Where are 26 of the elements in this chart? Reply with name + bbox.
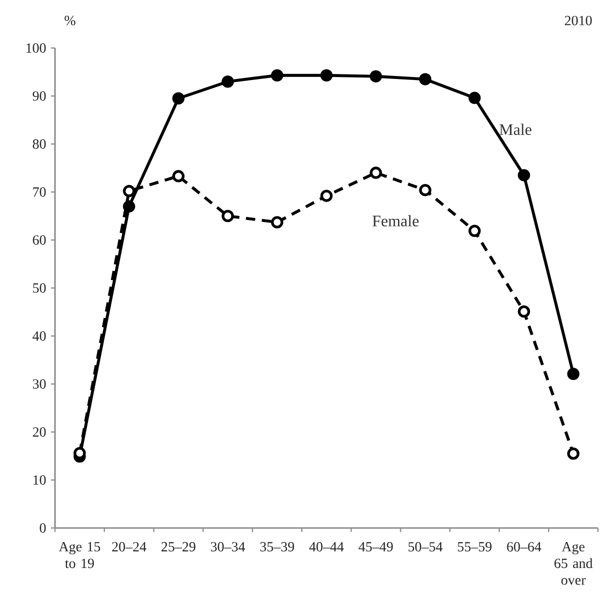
x-tick-label: 35–39 (260, 542, 294, 552)
x-tick-label: 30–34 (210, 542, 246, 552)
y-tick-label: 80 (32, 139, 46, 149)
y-tick-label: 50 (33, 283, 46, 293)
x-tick-label: 40–44 (309, 542, 344, 552)
x-tick-label: 25–29 (162, 542, 196, 552)
y-tick-label: 60 (32, 235, 46, 245)
series-label: Male (500, 124, 532, 135)
y-tick-label: 30 (32, 379, 46, 389)
text: 2010 (564, 16, 592, 26)
y-tick-label: 40 (32, 331, 46, 341)
x-tick-label: 50–54 (408, 542, 443, 552)
x-tick-label: 55–59 (458, 542, 492, 552)
x-tick-label: Age 15 to 19 (58, 542, 100, 568)
series-label: Female (372, 215, 419, 226)
y-tick-label: 90 (32, 91, 46, 101)
x-tick-label: Age 65 and over (554, 542, 593, 585)
y-tick-label: 0 (40, 523, 46, 533)
x-tick-label: 60–64 (507, 542, 542, 552)
x-tick-label: 20–24 (112, 542, 146, 552)
y-tick-label: 10 (34, 475, 46, 485)
y-axis-title: % (64, 16, 76, 26)
y-tick-label: 20 (32, 427, 46, 437)
x-tick-label: 45–49 (358, 542, 393, 552)
y-tick-label: 100 (26, 43, 46, 53)
y-tick-label: 70 (33, 187, 46, 197)
